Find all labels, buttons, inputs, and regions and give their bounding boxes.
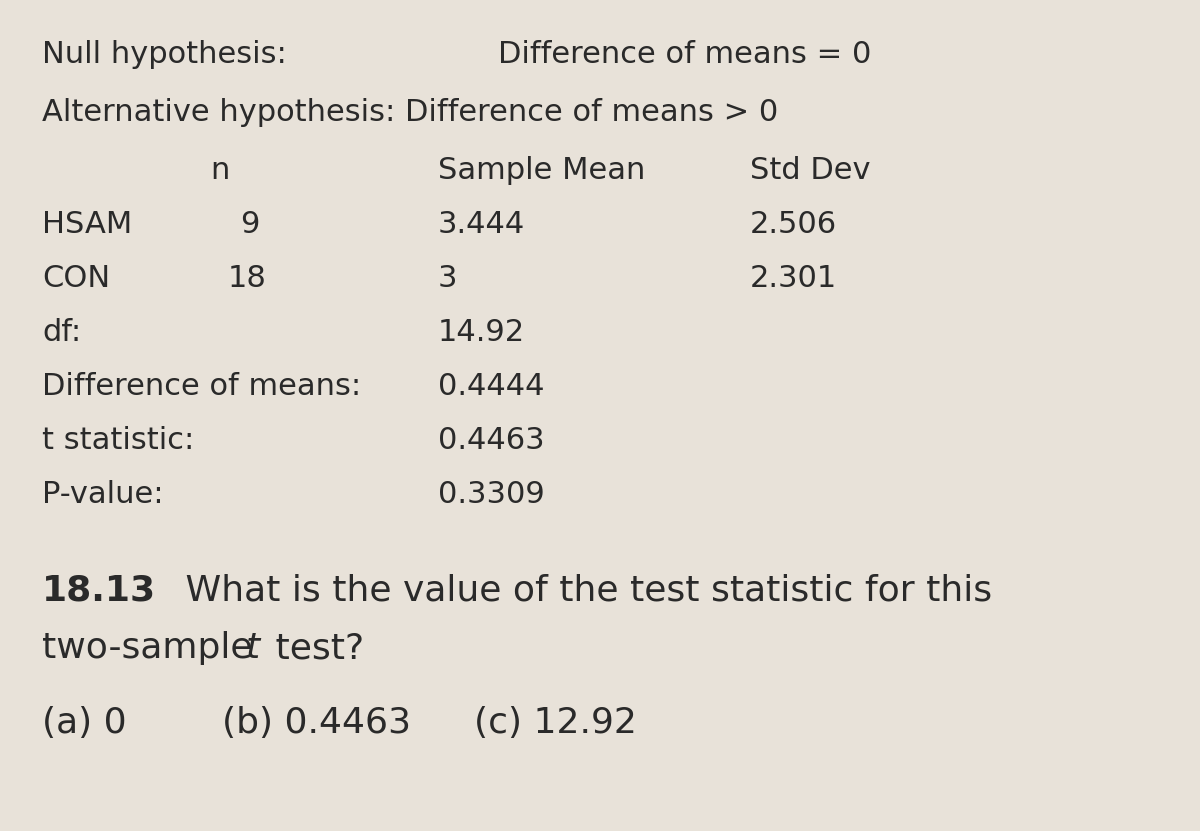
Text: 18: 18 <box>228 264 266 293</box>
Text: 0.3309: 0.3309 <box>438 480 545 509</box>
Text: (a) 0: (a) 0 <box>42 706 127 740</box>
Text: Null hypothesis:: Null hypothesis: <box>42 40 287 68</box>
Text: 0.4463: 0.4463 <box>438 426 545 455</box>
Text: Sample Mean: Sample Mean <box>438 156 646 184</box>
Text: 18.13: 18.13 <box>42 573 156 607</box>
Text: two-sample: two-sample <box>42 632 264 665</box>
Text: 14.92: 14.92 <box>438 318 526 347</box>
Text: P-value:: P-value: <box>42 480 163 509</box>
Text: Alternative hypothesis: Difference of means > 0: Alternative hypothesis: Difference of me… <box>42 98 779 126</box>
Text: 9: 9 <box>240 210 259 238</box>
Text: test?: test? <box>264 632 364 665</box>
Text: t: t <box>246 632 260 665</box>
Text: 3.444: 3.444 <box>438 210 526 238</box>
Text: 3: 3 <box>438 264 457 293</box>
Text: 0.4444: 0.4444 <box>438 372 545 401</box>
Text: Std Dev: Std Dev <box>750 156 870 184</box>
Text: Difference of means = 0: Difference of means = 0 <box>498 40 871 68</box>
Text: t statistic:: t statistic: <box>42 426 194 455</box>
Text: (b) 0.4463: (b) 0.4463 <box>222 706 410 740</box>
Text: df:: df: <box>42 318 82 347</box>
Text: 2.506: 2.506 <box>750 210 838 238</box>
Text: (c) 12.92: (c) 12.92 <box>474 706 637 740</box>
Text: Difference of means:: Difference of means: <box>42 372 361 401</box>
Text: CON: CON <box>42 264 110 293</box>
Text: n: n <box>210 156 229 184</box>
Text: 2.301: 2.301 <box>750 264 838 293</box>
Text: What is the value of the test statistic for this: What is the value of the test statistic … <box>174 573 992 607</box>
Text: HSAM: HSAM <box>42 210 132 238</box>
